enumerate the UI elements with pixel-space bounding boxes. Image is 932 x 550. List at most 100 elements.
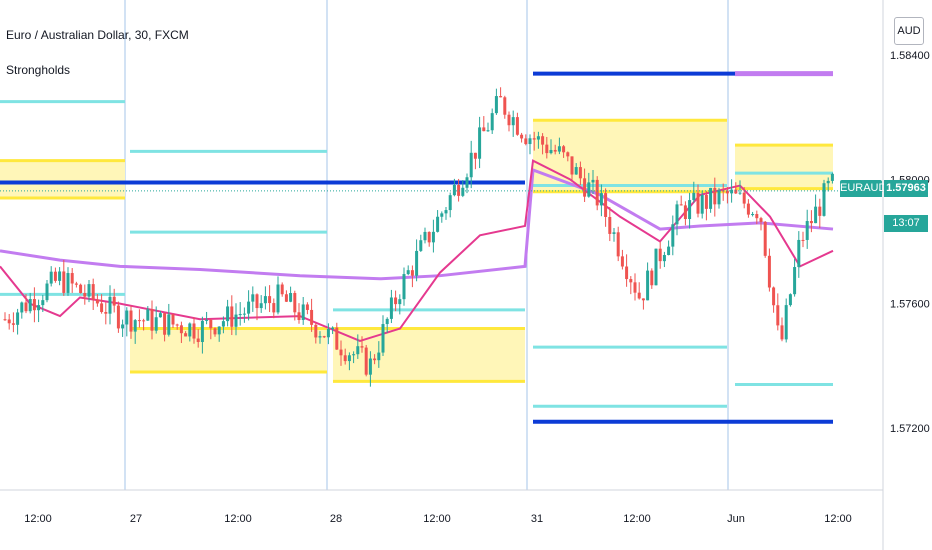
candle-body	[289, 293, 293, 302]
candle-body	[410, 270, 414, 276]
candle-body	[667, 246, 671, 256]
candle-body	[3, 319, 7, 321]
candle-body	[591, 179, 595, 183]
candle-body	[419, 240, 423, 251]
candle-body	[587, 182, 591, 197]
candle-body	[284, 294, 288, 302]
candle-body	[415, 250, 419, 276]
candle-body	[717, 190, 721, 205]
candle-body	[326, 329, 330, 338]
candle-body	[129, 310, 133, 332]
candle-body	[797, 239, 801, 268]
candle-body	[305, 304, 309, 310]
candle-body	[108, 296, 112, 314]
candle-body	[801, 239, 805, 241]
candle-body	[822, 183, 826, 216]
candle-body	[95, 299, 99, 304]
candle-body	[507, 114, 511, 126]
candle-body	[545, 144, 549, 154]
candle-body	[658, 248, 662, 262]
candle-body	[549, 149, 553, 154]
candle-body	[763, 221, 767, 256]
candle-body	[146, 309, 150, 321]
candle-body	[49, 271, 53, 284]
y-tick-label: 1.57200	[890, 423, 930, 435]
candle-body	[700, 194, 704, 214]
candle-body	[469, 152, 473, 178]
candle-body	[221, 321, 225, 327]
candle-body	[154, 317, 158, 331]
stronghold-zone	[0, 160, 125, 198]
candle-body	[478, 127, 482, 159]
candle-body	[318, 336, 322, 338]
candle-body	[595, 179, 599, 206]
candle-body	[683, 205, 687, 220]
candle-body	[276, 284, 280, 313]
candle-body	[671, 224, 675, 247]
candle-body	[709, 187, 713, 209]
candle-body	[331, 327, 335, 330]
candle-body	[490, 113, 494, 131]
candle-body	[629, 279, 633, 283]
candle-body	[528, 138, 532, 145]
candlesticks	[3, 87, 834, 387]
candle-body	[436, 216, 440, 232]
candle-body	[53, 271, 57, 281]
candle-body	[688, 200, 692, 220]
symbol-legend[interactable]: Euro / Australian Dollar, 30, FXCM	[6, 28, 189, 42]
candle-body	[562, 146, 566, 153]
candle-body	[780, 325, 784, 340]
candle-body	[574, 167, 578, 175]
candle-body	[238, 314, 242, 316]
candle-body	[494, 96, 498, 114]
candle-body	[100, 303, 104, 313]
candle-body	[759, 218, 763, 222]
indicator-legend[interactable]: Strongholds	[6, 63, 71, 77]
candle-body	[268, 296, 272, 304]
candle-body	[272, 303, 276, 313]
candle-body	[553, 149, 557, 152]
candle-body	[45, 283, 49, 301]
candle-body	[406, 270, 410, 275]
candle-body	[536, 136, 540, 140]
candle-body	[616, 232, 620, 257]
candle-body	[541, 136, 545, 145]
candle-body	[87, 284, 91, 297]
candle-body	[637, 292, 641, 299]
candle-body	[175, 324, 179, 326]
candle-body	[234, 314, 238, 327]
candle-body	[742, 192, 746, 204]
candle-body	[826, 180, 830, 184]
candle-body	[461, 187, 465, 196]
stronghold-zones	[0, 118, 833, 383]
x-tick-label: 12:00	[623, 513, 651, 525]
slow-moving-average	[0, 167, 834, 281]
candle-body	[599, 193, 603, 206]
candle-body	[66, 273, 70, 293]
candle-body	[41, 300, 45, 306]
candle-body	[32, 299, 36, 311]
candle-body	[339, 349, 343, 356]
candle-body	[133, 320, 137, 332]
candle-body	[150, 309, 154, 331]
symbol-tag: EURAUD	[840, 180, 886, 197]
candle-body	[625, 266, 629, 280]
candle-body	[423, 231, 427, 241]
candle-body	[179, 325, 183, 334]
y-tick-label: 1.57600	[890, 299, 930, 311]
candle-body	[394, 297, 398, 305]
candle-body	[184, 333, 188, 337]
candle-body	[255, 294, 259, 309]
candle-body	[352, 354, 356, 356]
candle-body	[692, 192, 696, 201]
candle-body	[226, 306, 230, 322]
candle-body	[385, 318, 389, 325]
x-tick-label: 12:00	[423, 513, 451, 525]
candle-body	[389, 297, 393, 319]
candle-body	[730, 189, 734, 194]
candle-body	[142, 320, 146, 322]
currency-badge[interactable]: AUD	[894, 17, 924, 45]
candle-body	[641, 298, 645, 301]
